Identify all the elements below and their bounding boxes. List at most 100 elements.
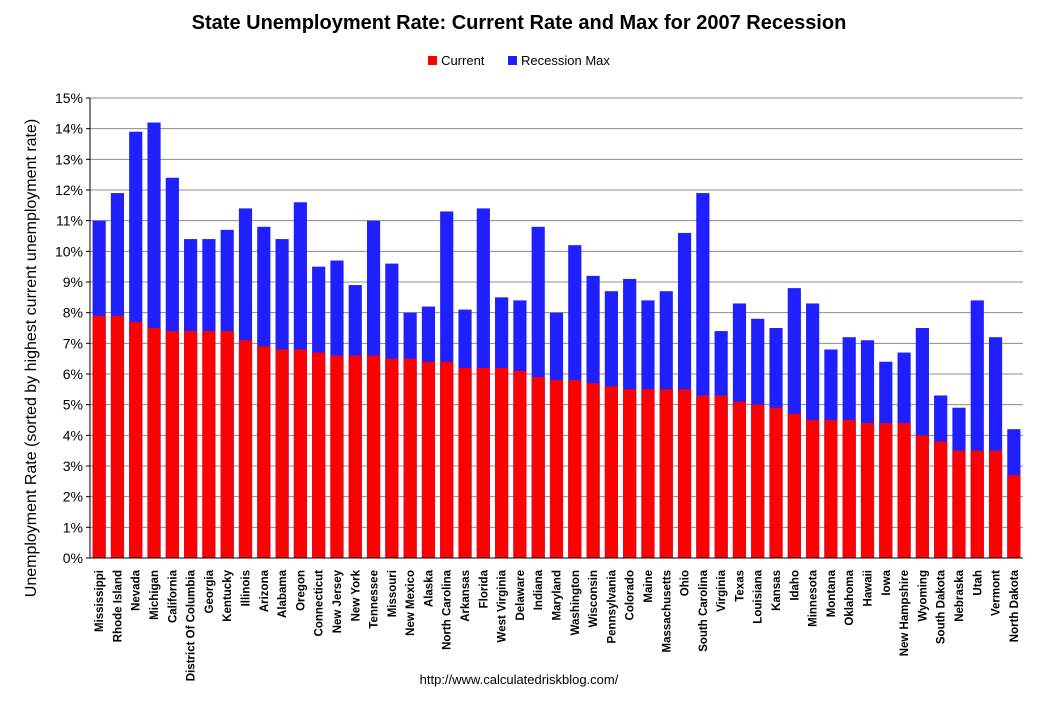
bar-current-new-york — [348, 355, 362, 558]
source-url: http://www.calculatedriskblog.com/ — [419, 672, 619, 687]
bar-current-montana — [824, 420, 838, 558]
x-tick-label: New Jersey — [332, 569, 344, 633]
legend-item-current: Current — [428, 53, 484, 68]
x-tick-label: South Dakota — [936, 569, 948, 644]
x-tick-label: New Mexico — [405, 570, 417, 636]
bar-current-utah — [970, 450, 984, 558]
legend-item-recession-max: Recession Max — [508, 53, 610, 68]
y-tick-label: 15% — [55, 90, 83, 106]
x-tick-label: Tennessee — [369, 570, 381, 629]
bar-current-oregon — [293, 349, 307, 558]
x-tick-label: Texas — [734, 570, 746, 602]
bar-current-new-mexico — [403, 358, 417, 558]
bar-current-idaho — [787, 413, 801, 558]
x-tick-label: Washington — [570, 570, 582, 635]
bar-current-washington — [568, 380, 582, 558]
x-tick-label: New Hampshire — [899, 570, 911, 656]
y-tick-label: 8% — [63, 305, 83, 321]
y-tick-label: 3% — [63, 458, 83, 474]
bar-current-hawaii — [860, 423, 875, 558]
y-tick-label: 6% — [63, 366, 83, 382]
bar-current-district-of-columbia — [184, 331, 198, 558]
bar-current-wisconsin — [586, 383, 600, 558]
x-tick-label: Colorado — [625, 570, 637, 620]
bar-current-south-carolina — [696, 395, 710, 558]
bar-current-illinois — [238, 340, 253, 558]
bar-current-colorado — [623, 389, 637, 558]
y-tick-label: 11% — [56, 213, 83, 229]
x-tick-label: Virginia — [716, 569, 728, 612]
bar-current-ohio — [677, 389, 692, 558]
x-tick-label: Utah — [972, 570, 984, 596]
x-tick-label: Idaho — [789, 570, 801, 601]
x-tick-label: Kansas — [771, 570, 783, 611]
bar-current-missouri — [385, 358, 399, 558]
x-tick-label: Alabama — [277, 569, 289, 618]
legend-label-recession-max: Recession Max — [521, 53, 610, 68]
x-tick-label: Arizona — [259, 569, 271, 612]
x-tick-label: Alaska — [423, 569, 435, 607]
y-tick-label: 13% — [55, 151, 83, 167]
bar-current-delaware — [513, 370, 527, 558]
bar-current-maryland — [549, 380, 564, 558]
y-tick-label: 7% — [63, 335, 83, 351]
x-tick-label: West Virginia — [497, 569, 509, 642]
x-tick-label: Iowa — [881, 569, 893, 595]
legend: Current Recession Max — [0, 53, 1038, 68]
x-tick-label: Connecticut — [314, 570, 326, 637]
bar-current-massachusetts — [659, 389, 673, 558]
bar-current-louisiana — [751, 404, 765, 558]
x-tick-label: North Dakota — [1009, 569, 1021, 642]
y-tick-label: 10% — [55, 243, 83, 259]
x-tick-label: Illinois — [241, 570, 253, 606]
bar-current-california — [165, 331, 179, 558]
bar-current-nevada — [129, 321, 143, 558]
x-tick-label: Delaware — [515, 570, 527, 621]
x-tick-label: Rhode Island — [112, 570, 124, 642]
y-tick-label: 0% — [63, 550, 83, 566]
legend-swatch-current — [428, 56, 438, 65]
y-tick-label: 4% — [63, 427, 83, 443]
x-tick-label: Arkansas — [460, 570, 472, 622]
bar-current-florida — [476, 367, 490, 558]
bar-current-michigan — [147, 328, 161, 558]
x-tick-label: Nebraska — [954, 569, 966, 621]
bar-current-kentucky — [220, 331, 234, 558]
bar-current-new-hampshire — [897, 423, 911, 558]
y-tick-label: 12% — [55, 182, 83, 198]
x-tick-label: District Of Columbia — [186, 569, 198, 681]
x-tick-label: Minnesota — [808, 569, 820, 626]
y-tick-label: 1% — [63, 519, 83, 535]
x-tick-label: Ohio — [680, 570, 692, 596]
bar-current-arizona — [257, 346, 271, 558]
bar-current-vermont — [988, 450, 1003, 558]
legend-swatch-recession-max — [508, 56, 518, 65]
bar-current-tennessee — [366, 355, 381, 558]
bar-current-west-virginia — [495, 367, 509, 558]
x-tick-label: Louisiana — [753, 569, 765, 623]
x-tick-label: Florida — [478, 569, 490, 608]
x-tick-label: Oregon — [295, 570, 307, 611]
x-tick-label: Oklahoma — [844, 569, 856, 625]
x-tick-label: Michigan — [149, 570, 161, 620]
x-tick-label: Georgia — [204, 569, 216, 613]
bar-current-south-dakota — [934, 441, 948, 558]
bar-current-iowa — [879, 423, 893, 558]
bar-current-oklahoma — [842, 420, 856, 558]
x-tick-label: Maryland — [552, 570, 564, 621]
y-tick-label: 14% — [55, 121, 83, 137]
chart-title: State Unemployment Rate: Current Rate an… — [191, 12, 847, 34]
x-tick-label: Wyoming — [917, 570, 929, 622]
x-tick-label: Maine — [643, 570, 655, 603]
bar-current-alabama — [275, 349, 289, 558]
x-tick-label: Missouri — [387, 570, 399, 617]
bar-current-indiana — [531, 377, 545, 558]
bar-current-kansas — [769, 407, 783, 558]
x-tick-label: New York — [350, 569, 362, 621]
y-tick-label: 5% — [63, 397, 83, 413]
x-tick-label: Wisconsin — [588, 570, 600, 627]
bar-current-north-carolina — [440, 361, 454, 558]
x-tick-label: Mississippi — [94, 570, 106, 632]
